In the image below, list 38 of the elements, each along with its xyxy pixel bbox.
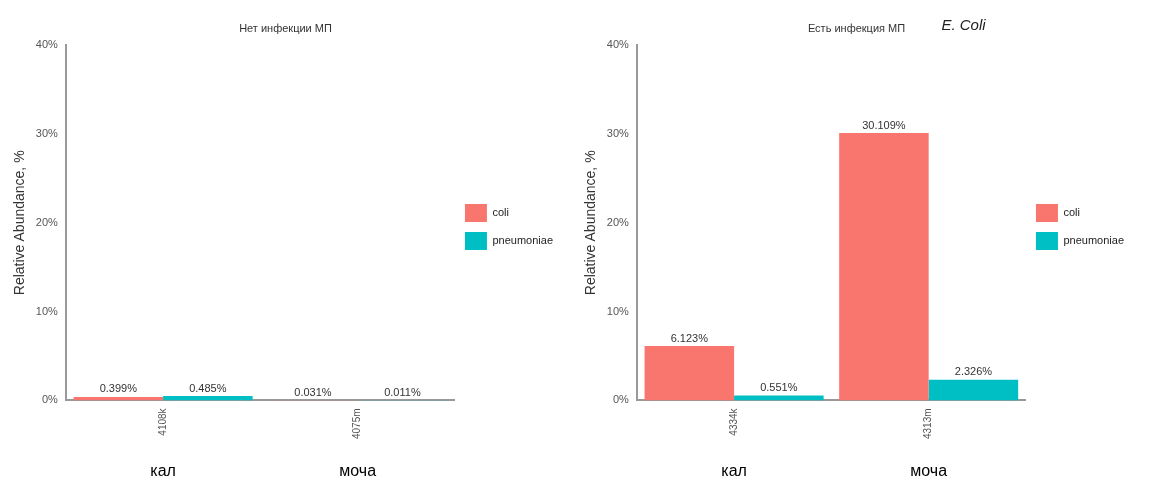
text: моча xyxy=(910,462,948,479)
chart-title: Есть инфекция МП xyxy=(807,21,906,34)
y-axis-title: Relative Abundance, % xyxy=(582,150,599,296)
text: моча xyxy=(339,462,377,479)
chart-title: Нет инфекции МП xyxy=(239,21,332,34)
x-tick-label: 4108k xyxy=(156,407,168,436)
data-label: 0.551% xyxy=(760,381,798,394)
data-label: 0.485% xyxy=(189,381,227,394)
y-tick-label: 10% xyxy=(606,304,630,317)
legend-label: coli xyxy=(1063,206,1080,219)
data-label: 30.109% xyxy=(862,118,906,131)
bar xyxy=(928,379,1019,401)
legend-label: pneumoniae xyxy=(492,234,554,247)
y-tick-label: 20% xyxy=(35,215,59,228)
y-axis-title: Relative Abundance, % xyxy=(11,150,28,296)
y-tick-label: 20% xyxy=(606,215,630,228)
data-label: 6.123% xyxy=(670,331,709,344)
y-tick-label: 40% xyxy=(35,38,59,51)
y-tick-label: 0% xyxy=(612,393,630,406)
x-tick-label: 4334k xyxy=(727,407,739,436)
y-tick-label: 30% xyxy=(606,127,630,140)
x-tick-label: 4313m xyxy=(922,408,934,439)
data-label: 0.399% xyxy=(99,382,138,395)
bar xyxy=(644,346,735,401)
data-label: 2.326% xyxy=(954,365,993,378)
legend-label: coli xyxy=(492,206,509,219)
y-tick-label: 30% xyxy=(35,127,59,140)
legend-label: pneumoniae xyxy=(1063,234,1125,247)
text: кал xyxy=(150,462,176,479)
y-tick-label: 0% xyxy=(41,393,59,406)
text: кал xyxy=(721,462,747,479)
bar xyxy=(839,133,929,401)
y-tick-label: 10% xyxy=(35,304,59,317)
y-tick-label: 40% xyxy=(606,38,630,51)
data-label: 0.031% xyxy=(294,385,332,398)
data-label: 0.011% xyxy=(384,385,421,398)
chart-subtitle: E. Coli xyxy=(941,16,987,34)
x-tick-label: 4075m xyxy=(351,408,363,439)
